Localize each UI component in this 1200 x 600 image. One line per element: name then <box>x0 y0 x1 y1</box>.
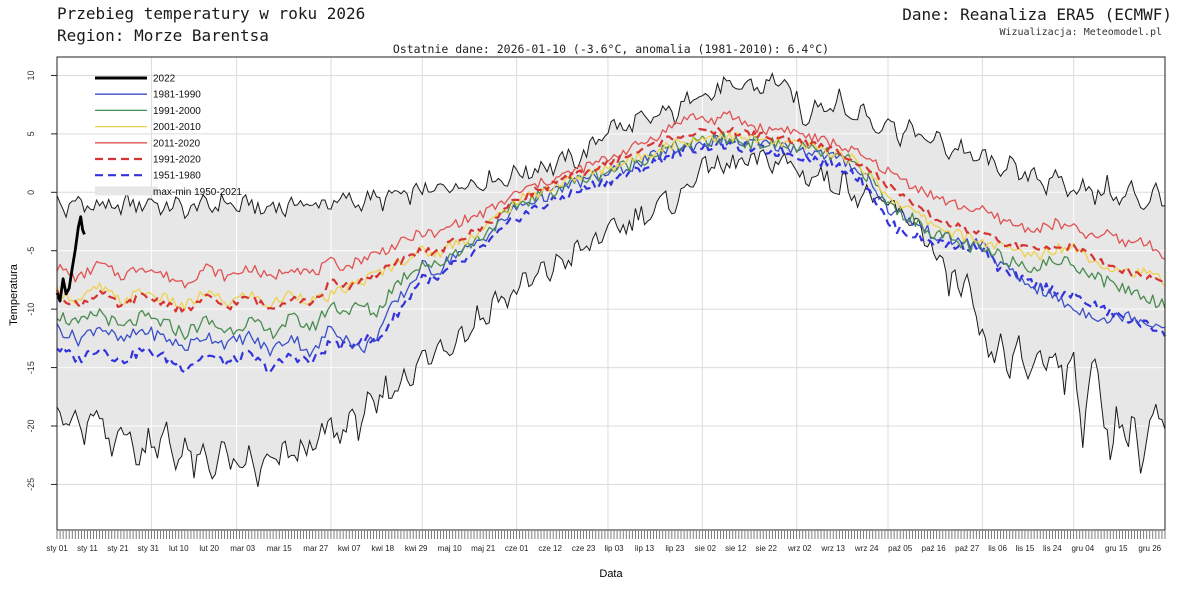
x-tick-label: kwi 07 <box>338 544 361 553</box>
legend-label: 1991-2020 <box>153 155 201 166</box>
x-tick-label: maj 21 <box>471 544 496 553</box>
x-tick-label: mar 03 <box>230 544 255 553</box>
x-tick-label: lut 20 <box>199 544 219 553</box>
x-tick-label: paź 27 <box>955 544 980 553</box>
y-tick-label: 10 <box>26 70 36 80</box>
legend-label: 1981-1990 <box>153 90 201 101</box>
visualization-credit: Wizualizacja: Meteomodel.pl <box>999 27 1162 38</box>
x-tick-label: gru 15 <box>1105 544 1128 553</box>
x-tick-label: lut 10 <box>169 544 189 553</box>
plot-border <box>56 56 1166 531</box>
y-tick-label: -25 <box>26 478 36 491</box>
legend-label: 2022 <box>153 74 176 85</box>
y-tick-label: 0 <box>26 190 36 195</box>
y-tick-label: -20 <box>26 419 36 432</box>
last-data-note: Ostatnie dane: 2026-01-10 (-3.6°C, anoma… <box>392 42 830 56</box>
x-tick-label: kwi 29 <box>405 544 428 553</box>
x-tick-label: gru 26 <box>1138 544 1161 553</box>
legend: 2022 1981-1990 1991-2000 2001-2010 2011-2020… <box>95 74 242 198</box>
chart-title: Przebieg temperatury w roku 2026 <box>57 4 366 23</box>
x-tick-label: wrz 24 <box>854 544 879 553</box>
legend-label: 2011-2020 <box>153 138 201 149</box>
series-line-2001-2010 <box>56 131 1166 311</box>
series-line-2011-2020 <box>56 110 1166 289</box>
x-tick-label: lip 03 <box>604 544 624 553</box>
maxmin-band <box>57 73 1165 487</box>
series-line-1991-2020 <box>55 126 1166 313</box>
x-tick-label: mar 27 <box>303 544 328 553</box>
x-tick-label: sie 22 <box>756 544 778 553</box>
legend-label: 1951-1980 <box>153 171 201 182</box>
x-tick-label: paź 16 <box>922 544 947 553</box>
legend-label: max-min 1950-2021 <box>153 187 242 198</box>
x-tick-label: sty 11 <box>77 544 98 553</box>
x-tick-label: sty 31 <box>138 544 160 553</box>
x-tick-label: lis 06 <box>988 544 1007 553</box>
x-tick-label: cze 01 <box>505 544 529 553</box>
x-axis-label: Data <box>599 568 623 580</box>
x-tick-label: paź 05 <box>888 544 913 553</box>
x-tick-label: lip 23 <box>665 544 685 553</box>
legend-label: 2001-2010 <box>153 122 201 133</box>
x-tick-label: wrz 13 <box>820 544 845 553</box>
x-tick-label: wrz 02 <box>787 544 812 553</box>
x-axis: sty 01 sty 11 sty 21 sty 31 lut 10 lut 20 mar … <box>46 544 1161 553</box>
legend-label: 1991-2000 <box>153 106 201 117</box>
x-tick-label: mar 15 <box>267 544 292 553</box>
data-source: Dane: Reanaliza ERA5 (ECMWF) <box>902 5 1172 24</box>
x-tick-label: maj 10 <box>438 544 463 553</box>
x-tick-label: sty 01 <box>46 544 68 553</box>
x-tick-label: lis 24 <box>1043 544 1062 553</box>
series-line-1991-2000 <box>56 131 1166 341</box>
min-line <box>56 149 1166 487</box>
x-tick-label: sty 21 <box>107 544 129 553</box>
x-tick-label: lip 13 <box>635 544 655 553</box>
x-tick-label: sie 02 <box>695 544 717 553</box>
legend-band-swatch <box>95 186 158 196</box>
x-tick-label: sie 12 <box>725 544 747 553</box>
x-tick-label: cze 23 <box>572 544 596 553</box>
x-tick-label: gru 04 <box>1071 544 1094 553</box>
max-line <box>56 71 1166 220</box>
x-tick-label: kwi 18 <box>371 544 394 553</box>
x-minor-ticks <box>56 531 1166 539</box>
y-axis: 10 5 0 -5 -10 -15 -20 -25 <box>26 70 57 491</box>
y-tick-label: -15 <box>26 361 36 374</box>
y-tick-label: -10 <box>26 303 36 316</box>
y-tick-label: 5 <box>26 131 36 136</box>
x-tick-label: lis 15 <box>1016 544 1035 553</box>
series-line-2022 <box>55 215 86 303</box>
y-tick-label: -5 <box>26 247 36 255</box>
x-tick-label: cze 12 <box>538 544 562 553</box>
chart-region: Region: Morze Barentsa <box>57 26 269 45</box>
